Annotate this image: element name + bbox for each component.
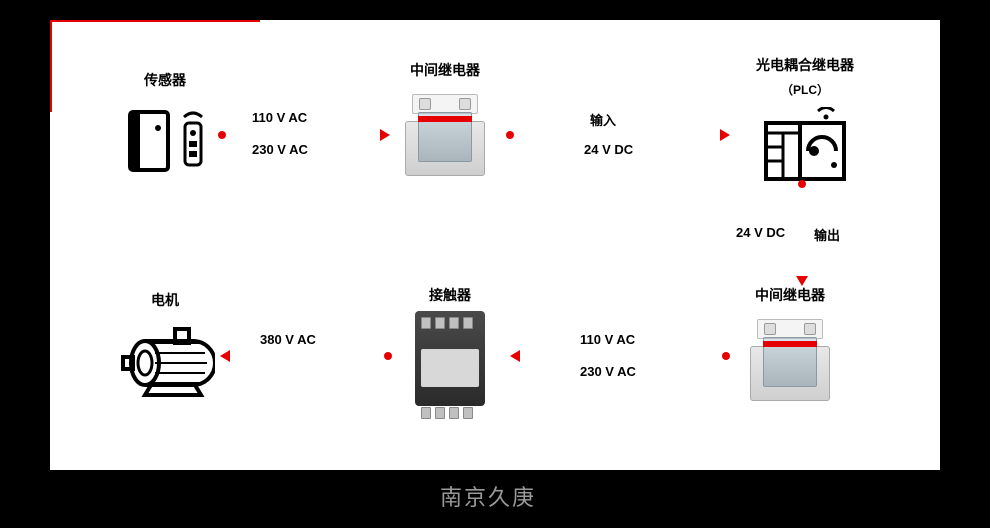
node-plc: 光电耦合继电器 （PLC） [730, 55, 880, 192]
relay2-icon [735, 311, 845, 401]
node-contactor-label: 接触器 [395, 285, 505, 305]
relay1-icon [390, 86, 500, 176]
node-relay1: 中间继电器 [390, 60, 500, 176]
edge3-label-right: 输出 [814, 225, 840, 244]
edge5-label1: 380 V AC [260, 332, 316, 347]
edge-contactor-motor [50, 20, 206, 22]
diagram-canvas: 传感器 中间继电器 [50, 20, 940, 470]
contactor-icon [395, 311, 505, 421]
node-sensor-label: 传感器 [110, 70, 220, 90]
node-contactor: 接触器 [395, 285, 505, 421]
edge1-label1: 110 V AC [252, 110, 307, 125]
node-motor-label: 电机 [110, 290, 220, 310]
edge1-label2: 230 V AC [252, 142, 308, 157]
watermark: 南京久庚 [440, 480, 536, 512]
node-sensor: 传感器 [110, 70, 220, 186]
node-relay2-label: 中间继电器 [735, 285, 845, 305]
node-relay1-label: 中间继电器 [390, 60, 500, 80]
sensor-icon [110, 96, 220, 186]
plc-icon [730, 102, 880, 192]
node-motor: 电机 [110, 290, 220, 406]
edge2-label-top: 输入 [590, 110, 616, 129]
motor-icon [110, 316, 220, 406]
edge4-label2: 230 V AC [580, 364, 636, 379]
node-plc-label: 光电耦合继电器 [730, 55, 880, 75]
node-plc-sublabel: （PLC） [730, 81, 880, 98]
edge4-label1: 110 V AC [580, 332, 635, 347]
edge-plc-relay2 [50, 20, 52, 112]
edge3-label-left: 24 V DC [736, 225, 785, 240]
edge2-label-bottom: 24 V DC [584, 142, 633, 157]
node-relay2: 中间继电器 [735, 285, 845, 401]
